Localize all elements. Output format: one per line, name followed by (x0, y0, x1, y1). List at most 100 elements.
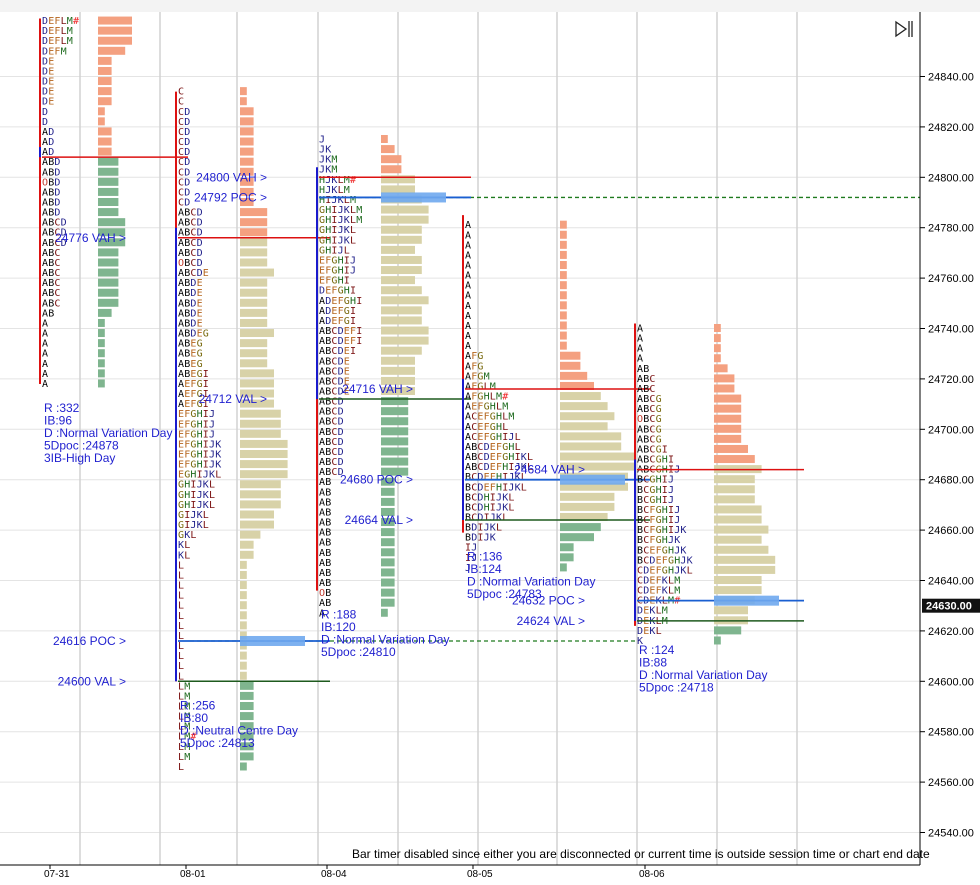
tpo-letter: B (48, 258, 54, 269)
tpo-letter: L (496, 523, 502, 534)
tpo-letter: M (61, 46, 67, 57)
tpo-letter: G (319, 215, 325, 226)
tpo-letter: D (42, 56, 48, 67)
histogram-bar (560, 240, 567, 249)
tpo-letter: D (190, 288, 196, 299)
histogram-bar (240, 278, 268, 287)
histogram-bar (714, 636, 721, 645)
tpo-letter: I (190, 500, 196, 511)
axis-tick-label: 24640.00 (928, 576, 974, 588)
tpo-letter: I (350, 346, 356, 357)
tpo-letter: I (203, 450, 209, 461)
tpo-letter: L (178, 691, 184, 702)
tpo-letter: I (668, 525, 674, 536)
tpo-letter: E (48, 87, 54, 98)
tpo-letter: A (637, 344, 643, 355)
tpo-letter: D (48, 147, 54, 158)
tpo-letter: D (184, 137, 190, 148)
tpo-letter: B (325, 467, 331, 478)
tpo-letter: J (484, 533, 490, 544)
tpo-letter: G (319, 225, 325, 236)
session-stat: 3IB-High Day (44, 451, 115, 465)
tpo-letter: J (674, 505, 680, 516)
histogram-bar (240, 248, 268, 257)
tpo-letter: E (190, 349, 196, 360)
tpo-letter: G (331, 276, 337, 287)
tpo-letter: M (356, 205, 362, 216)
level-label: 24716 VAH > (342, 382, 413, 396)
tpo-letter: D (190, 318, 196, 329)
tpo-letter: D (338, 376, 344, 387)
tpo-letter: F (484, 422, 490, 433)
tpo-letter: G (484, 402, 490, 413)
tpo-letter: E (484, 482, 490, 493)
tpo-letter: B (184, 318, 190, 329)
histogram-bar (98, 107, 105, 116)
tpo-letter: B (325, 376, 331, 387)
tpo-letter: A (42, 127, 48, 138)
tpo-letter: C (190, 268, 196, 279)
tpo-letter: G (649, 485, 655, 496)
tpo-letter: E (178, 419, 184, 430)
poc-highlight (714, 595, 779, 606)
tpo-letter: B (325, 447, 331, 458)
tpo-letter: D (477, 513, 483, 524)
tpo-letter: C (331, 467, 337, 478)
tpo-letter: H (496, 432, 502, 443)
tpo-letter: B (184, 349, 190, 360)
histogram-bar (98, 127, 112, 136)
axis-tick-label: 24800.00 (928, 172, 974, 184)
histogram-bar (240, 601, 247, 610)
tpo-letter: M (184, 702, 190, 713)
histogram-bar (381, 528, 395, 537)
histogram-bar (381, 427, 409, 436)
tpo-letter: I (344, 276, 350, 287)
tpo-letter: A (637, 424, 643, 435)
tpo-letter: J (668, 495, 674, 506)
tpo-letter: B (643, 434, 649, 445)
tpo-letter: A (178, 359, 184, 370)
tpo-letter: J (338, 225, 344, 236)
tpo-letter: I (356, 296, 362, 307)
histogram-bar (560, 250, 567, 259)
tpo-letter: J (674, 545, 680, 556)
histogram-bar (240, 752, 254, 761)
tpo-letter: E (190, 369, 196, 380)
tpo-letter: J (209, 450, 215, 461)
tpo-letter: A (178, 308, 184, 319)
tpo-letter: B (325, 427, 331, 438)
tpo-letter: H (496, 412, 502, 423)
tpo-letter: B (184, 339, 190, 350)
histogram-bar (240, 702, 254, 710)
tpo-letter: A (319, 296, 325, 307)
tpo-letter: B (325, 578, 331, 589)
scroll-end-icon[interactable] (895, 20, 913, 38)
tpo-letter: B (48, 268, 54, 279)
tpo-letter: C (331, 397, 337, 408)
tpo-letter: L (350, 205, 356, 216)
tpo-letter: B (465, 472, 471, 483)
tpo-letter: C (54, 228, 60, 239)
tpo-letter: G (197, 349, 203, 360)
histogram-bar (98, 147, 112, 156)
histogram-bar (98, 36, 132, 45)
tpo-letter: L (344, 245, 350, 256)
histogram-bar (98, 238, 126, 247)
histogram-bar (714, 505, 762, 514)
tpo-letter: C (649, 394, 655, 405)
tpo-letter: D (643, 586, 649, 597)
tpo-letter: H (325, 215, 331, 226)
histogram-bar (381, 568, 395, 577)
histogram-bar (240, 389, 274, 398)
tpo-letter: E (48, 46, 54, 57)
tpo-letter: K (331, 175, 337, 186)
tpo-letter: L (209, 490, 215, 501)
tpo-letter: E (178, 429, 184, 440)
tpo-letter: B (325, 356, 331, 367)
tpo-letter: L (178, 621, 184, 632)
tpo-letter: B (184, 208, 190, 219)
tpo-letter: C (471, 492, 477, 503)
histogram-bar (381, 296, 429, 305)
